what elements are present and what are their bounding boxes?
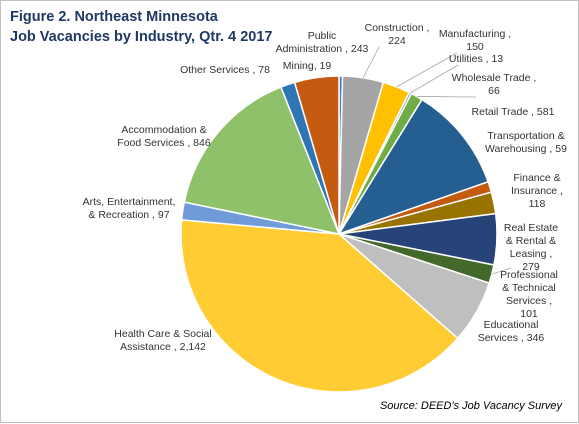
slice-label-retail-trade: Retail Trade , 581 bbox=[472, 106, 555, 118]
leader-line-construction bbox=[362, 46, 380, 79]
slice-label-public-administration: Public Administration , 243 bbox=[276, 30, 369, 55]
slice-label-construction: Construction , 224 bbox=[365, 22, 430, 47]
slice-label-transportation-and-warehousing: Transportation & Warehousing , 59 bbox=[485, 130, 567, 155]
pie-slice-health-care-and-social-assistance bbox=[180, 219, 459, 393]
leader-line-wholesale-trade bbox=[416, 96, 477, 98]
leader-line-utilities bbox=[410, 64, 459, 94]
chart-title-line-1: Figure 2. Northeast Minnesota bbox=[10, 9, 218, 25]
slice-label-utilities: Utilities , 13 bbox=[449, 53, 503, 65]
pie-slice-public-administration bbox=[293, 75, 340, 235]
slice-label-other-services: Other Services , 78 bbox=[180, 64, 270, 76]
pie-slice-retail-trade bbox=[337, 98, 490, 236]
slice-label-real-estate-and-rental-and-leasing: Real Estate & Rental & Leasing , 279 bbox=[504, 222, 558, 273]
leader-lines bbox=[362, 46, 512, 275]
pie-slices bbox=[180, 75, 498, 393]
leader-line-manufacturing bbox=[396, 52, 458, 88]
slice-label-accommodation-and-food-services: Accommodation & Food Services , 846 bbox=[117, 124, 211, 149]
slice-label-professional-and-technical-services: Professional & Technical Services , 101 bbox=[500, 269, 558, 320]
slice-label-finance-and-insurance: Finance & Insurance , 118 bbox=[511, 172, 563, 210]
slice-labels: Mining, 19 Construction , 224 Manufacturing… bbox=[83, 22, 568, 353]
slice-label-mining: Mining, 19 bbox=[283, 60, 332, 72]
leader-line-professional-and-technical-services bbox=[491, 267, 512, 275]
chart-title: Figure 2. Northeast Minnesota Job Vacanc… bbox=[10, 7, 272, 47]
slice-label-arts-entertainment-and-recreation: Arts, Entertainment, & Recreation , 97 bbox=[83, 196, 176, 221]
slice-label-manufacturing: Manufacturing , 150 bbox=[439, 28, 511, 53]
source-note: Source: DEED's Job Vacancy Survey bbox=[379, 400, 562, 412]
slice-label-health-care-and-social-assistance: Health Care & Social Assistance , 2,142 bbox=[114, 328, 211, 353]
pie-slice-accommodation-and-food-services bbox=[183, 86, 341, 236]
chart-title-line-2: Job Vacancies by Industry, Qtr. 4 2017 bbox=[10, 29, 273, 45]
slice-label-educational-services: Educational Services , 346 bbox=[478, 319, 545, 344]
slice-label-wholesale-trade: Wholesale Trade , 66 bbox=[452, 72, 537, 97]
